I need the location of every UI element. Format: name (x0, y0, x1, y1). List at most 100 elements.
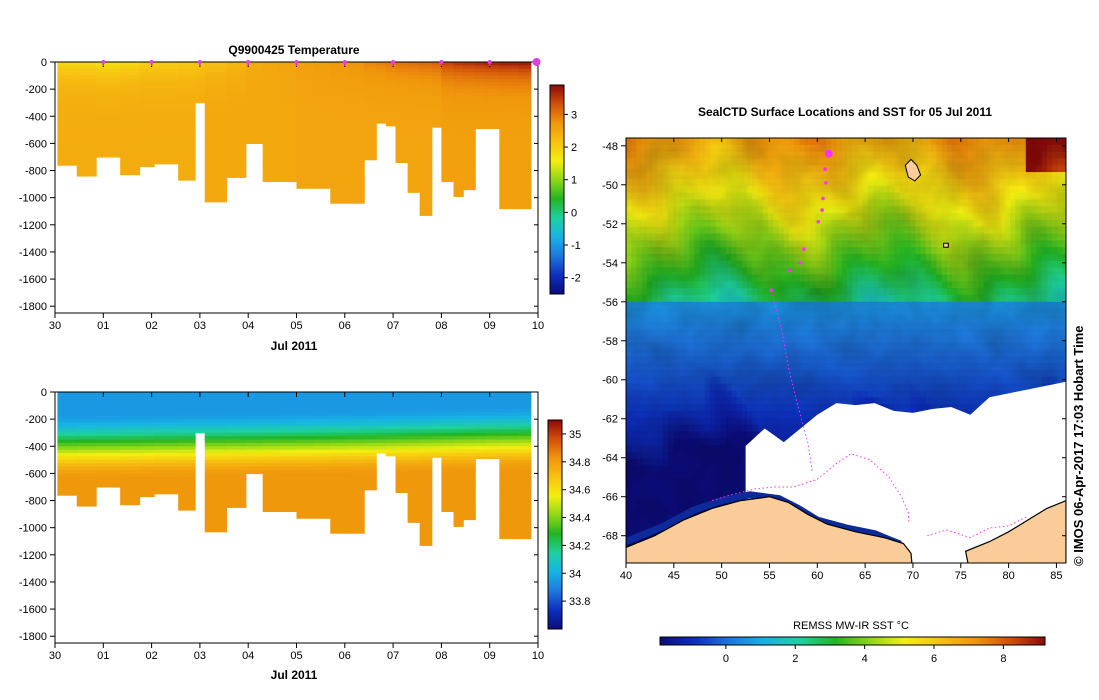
profile-cell (262, 75, 281, 80)
profile-cell (453, 402, 464, 407)
profile-cell (279, 163, 298, 168)
profile-cell (441, 126, 455, 131)
profile-cell (395, 476, 409, 481)
profile-cell (330, 78, 348, 83)
profile-cell (178, 476, 196, 481)
profile-cell (330, 466, 348, 471)
profile-cell (364, 476, 377, 481)
profile-cell (518, 483, 532, 488)
profile-cell (262, 150, 281, 155)
profile-cell (364, 470, 377, 474)
profile-cell (76, 160, 97, 165)
profile-cell (407, 62, 421, 66)
profile-cell (204, 520, 228, 525)
profile-marker-dot (197, 60, 202, 64)
profile-cell (279, 476, 298, 481)
profile-cell (154, 75, 179, 80)
profile-cell (330, 133, 348, 138)
profile-cell (178, 126, 196, 131)
profile-cell (463, 85, 476, 90)
profile-cell (313, 514, 331, 519)
profile-cell (313, 129, 331, 134)
profile-cell (120, 439, 141, 444)
profile-cell (419, 95, 433, 100)
profile-cell (518, 163, 532, 168)
profile-cell (347, 119, 365, 124)
profile-cell (57, 126, 78, 131)
profile-cell (204, 201, 228, 203)
profile-cell (279, 109, 298, 114)
profile-cell (139, 392, 155, 396)
profile-cell (347, 143, 365, 148)
profile-cell (313, 112, 331, 117)
profile-cell (204, 197, 228, 202)
profile-cell (475, 78, 486, 83)
profile-cell (57, 398, 78, 403)
profile-cell (364, 126, 377, 131)
colorbar-tick-label: 35 (569, 429, 581, 441)
profile-cell (407, 470, 421, 474)
profile-cell (120, 99, 141, 104)
profile-cell (518, 136, 532, 141)
profile-cell (139, 483, 155, 488)
y-tick-label: -1000 (19, 523, 47, 535)
profile-cell (499, 453, 520, 458)
profile-cell (385, 402, 397, 407)
profile-cell (279, 463, 298, 468)
profile-cell (347, 415, 365, 420)
profile-cell (518, 160, 532, 165)
profile-cell (313, 398, 331, 403)
profile-cell (204, 510, 228, 515)
profile-cell (279, 133, 298, 138)
profile-cell (296, 449, 314, 454)
profile-cell (463, 95, 476, 100)
profile-cell (262, 493, 281, 498)
profile-cell (441, 449, 455, 454)
temperature-colorbar (549, 84, 565, 295)
profile-cell (518, 459, 532, 464)
profile-cell (139, 459, 155, 464)
profile-cell (178, 109, 196, 114)
profile-cell (262, 109, 281, 114)
profile-cell (395, 446, 409, 451)
profile-cell (453, 150, 464, 155)
profile-cell (419, 112, 433, 117)
profile-cell (76, 72, 97, 77)
profile-cell (453, 85, 464, 90)
profile-cell (76, 85, 97, 90)
profile-cell (441, 473, 455, 478)
profile-cell (453, 470, 464, 474)
profile-cell (453, 456, 464, 461)
profile-cell (57, 133, 78, 138)
profile-cell (154, 156, 179, 161)
profile-cell (453, 520, 464, 525)
temperature-x-label: Jul 2011 (271, 339, 318, 353)
profile-cell (347, 402, 365, 407)
profile-cell (441, 483, 455, 488)
profile-cell (120, 123, 141, 128)
profile-cell (475, 439, 486, 444)
profile-cell (226, 436, 247, 441)
profile-cell (154, 136, 179, 141)
profile-cell (279, 106, 298, 111)
profile-cell (139, 449, 155, 454)
profile-cell (395, 480, 409, 485)
colorbar-tick-label: -2 (571, 273, 581, 285)
profile-cell (463, 173, 476, 178)
profile-cell (139, 429, 155, 434)
profile-cell (518, 62, 532, 66)
profile-cell (347, 146, 365, 151)
profile-cell (57, 143, 78, 148)
profile-cell (407, 89, 421, 94)
profile-cell (76, 405, 97, 410)
profile-cell (385, 72, 397, 77)
profile-marker-dot (342, 60, 347, 64)
profile-cell (463, 82, 476, 87)
profile-cell (96, 425, 121, 430)
profile-cell (154, 89, 179, 94)
x-tick-label: 02 (145, 320, 157, 332)
profile-cell (57, 156, 78, 161)
profile-cell (364, 95, 377, 100)
profile-cell (407, 177, 421, 182)
profile-cell (296, 78, 314, 83)
